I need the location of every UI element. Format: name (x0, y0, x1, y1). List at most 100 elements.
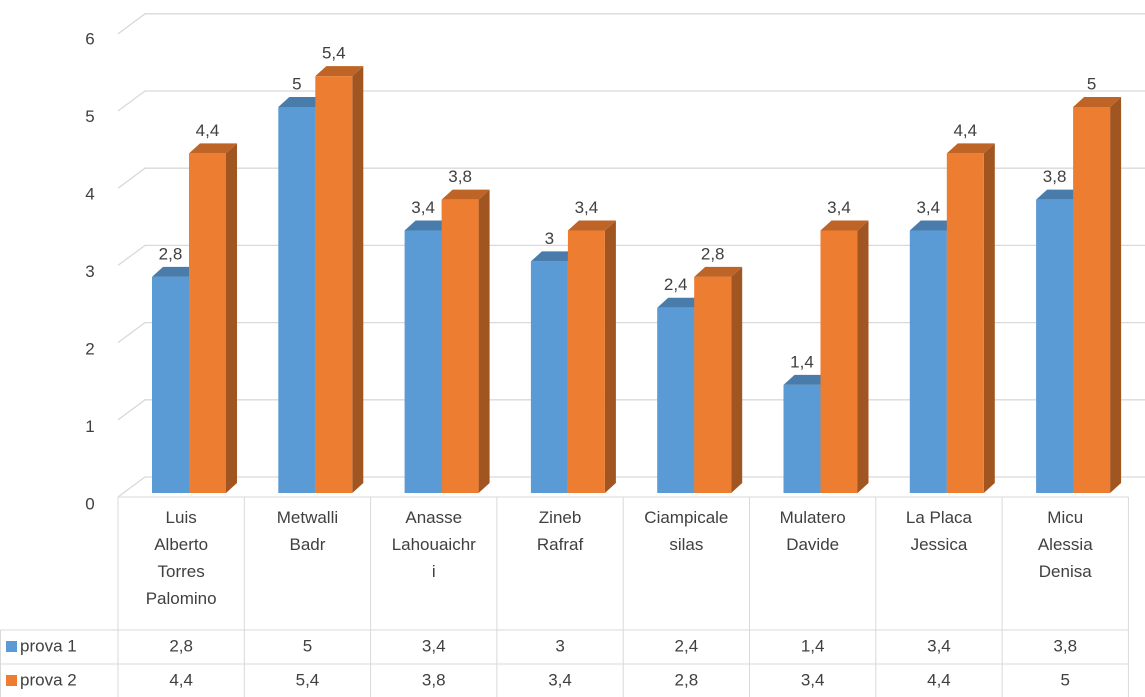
data-label: 2,8 (701, 244, 725, 263)
bar-front (441, 199, 479, 493)
category-line: Denisa (1039, 562, 1092, 581)
bar (820, 220, 869, 493)
data-label: 2,4 (664, 275, 688, 294)
data-label: 4,4 (953, 121, 977, 140)
data-label: 5 (1087, 74, 1096, 93)
category-label: Metwalli Badr (277, 508, 338, 554)
bar-front (820, 230, 858, 493)
bar-top (441, 189, 490, 200)
category-label: La Placa Jessica (906, 508, 973, 554)
bar-top (657, 297, 706, 308)
bar-top (909, 220, 958, 231)
bar-front (694, 276, 732, 493)
grid-line (117, 321, 1145, 344)
bar-top (820, 220, 869, 231)
bar-side (226, 143, 237, 493)
table-value: 2,8 (169, 636, 193, 655)
data-label: 5,4 (322, 44, 346, 63)
table-value: 3,4 (422, 636, 446, 655)
table-value: 3,4 (801, 670, 825, 689)
category-line: Mulatero (780, 508, 846, 527)
bar-front (657, 307, 695, 493)
bar-front (278, 107, 316, 493)
bar-front (783, 384, 821, 493)
table-value: 3 (555, 636, 564, 655)
category-label: Anasse Lahouaichr i (392, 508, 476, 581)
bar-front (946, 153, 984, 493)
y-tick-label: 0 (85, 494, 94, 513)
bar-top (946, 143, 995, 154)
bar-side (478, 189, 490, 493)
table-value: 3,8 (1053, 636, 1077, 655)
category-line: Anasse (405, 508, 462, 527)
category-line: Zineb (539, 508, 582, 527)
category-line: Alessia (1038, 535, 1093, 554)
table-value: 5,4 (296, 670, 320, 689)
category-label: Micu Alessia Denisa (1038, 508, 1093, 581)
data-label: 3,4 (916, 198, 940, 217)
category-line: Badr (289, 535, 325, 554)
legend-key (6, 641, 17, 652)
grid-line (117, 90, 1145, 112)
category-label: Mulatero Davide (780, 508, 846, 554)
category-line: Micu (1047, 508, 1083, 527)
bar-top (152, 266, 200, 277)
bar-top (315, 66, 364, 77)
category-label: Luis Alberto Torres Palomino (146, 508, 217, 608)
grid-line (117, 244, 1145, 266)
category-label: Ciampicale silas (644, 508, 728, 554)
bar (315, 66, 364, 494)
data-label: 3 (545, 229, 554, 248)
bar-top (189, 143, 237, 154)
bar-front (189, 153, 226, 493)
data-label: 3,4 (575, 198, 599, 217)
y-tick-label: 6 (85, 29, 94, 48)
bar-side (857, 220, 869, 493)
bar-top (278, 97, 327, 107)
category-line: Palomino (146, 589, 217, 608)
category-line: Torres (158, 562, 205, 581)
bar-side (1110, 97, 1122, 493)
table-value: 5 (303, 636, 312, 655)
bar-top (567, 220, 616, 231)
bar (441, 189, 490, 493)
bar-front (909, 230, 947, 493)
category-line: Metwalli (277, 508, 338, 527)
category-line: Lahouaichr (392, 535, 476, 554)
category-label: Zineb Rafraf (537, 508, 584, 554)
category-line: Jessica (911, 535, 968, 554)
bar-front (315, 76, 353, 494)
legend-label: prova 1 (20, 636, 77, 655)
category-line: silas (669, 535, 703, 554)
bar-top (1073, 97, 1122, 107)
bar (694, 266, 743, 493)
data-label: 3,8 (448, 167, 472, 186)
bar (567, 220, 616, 493)
data-label: 3,4 (827, 198, 851, 217)
category-line: Ciampicale (644, 508, 728, 527)
bar-top (1036, 189, 1085, 200)
bar (189, 143, 237, 493)
table-value: 3,4 (927, 636, 951, 655)
grid-line (117, 167, 1145, 189)
bar-side (352, 66, 364, 494)
table-value: 4,4 (169, 670, 193, 689)
bar-front (1073, 107, 1111, 493)
table-value: 1,4 (801, 636, 825, 655)
data-label: 2,8 (159, 244, 183, 263)
bar-top (530, 251, 579, 262)
table-value: 3,8 (422, 670, 446, 689)
data-label: 3,4 (411, 198, 435, 217)
category-line: La Placa (906, 508, 973, 527)
bar-front (1036, 199, 1074, 493)
bar-front (152, 276, 189, 493)
bar-side (731, 266, 743, 493)
data-label: 4,4 (196, 121, 220, 140)
bar (1073, 97, 1122, 493)
legend-key (6, 675, 17, 686)
category-line: i (432, 562, 436, 581)
table-value: 2,8 (675, 670, 699, 689)
grid-line (117, 13, 1145, 35)
category-line: Rafraf (537, 535, 584, 554)
